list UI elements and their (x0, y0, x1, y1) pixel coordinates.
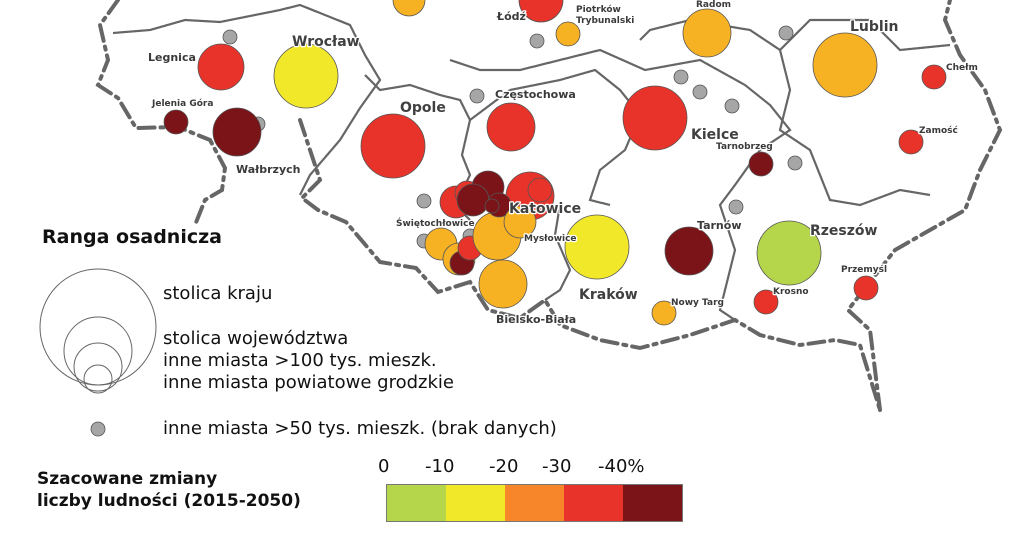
city-label-legnica: Legnica (148, 51, 196, 64)
city-circle (273, 43, 339, 109)
city-labels: Łódź Piotrków Trybunalski Radom Lublin C… (147, 0, 979, 327)
city-label-wroclaw: Wrocław (292, 34, 360, 50)
small-city-marker (724, 98, 740, 114)
color-scale-bar (386, 484, 683, 522)
small-city-marker (222, 29, 238, 45)
city-label-rzeszow: Rzeszów (810, 223, 878, 239)
city-circle (651, 300, 677, 326)
city-circle (518, 0, 564, 23)
city-circle (527, 177, 553, 203)
legend-item-county: inne miasta powiatowe grodzkie (163, 372, 454, 393)
small-city-marker (692, 84, 708, 100)
legend-circle-no-data (90, 421, 106, 437)
city-circle (163, 109, 189, 135)
city-label-nowy-targ: Nowy Targ (671, 298, 724, 308)
scale-tick-10: -10 (425, 456, 455, 477)
city-circle (484, 198, 500, 214)
city-label-przemysl: Przemyśl (841, 264, 887, 275)
city-circle (555, 21, 581, 47)
legend-item-voivodeship: stolica województwa (163, 328, 349, 349)
city-circle (921, 64, 947, 90)
small-city-marker (673, 69, 689, 85)
scale-tick-30: -30 (542, 456, 572, 477)
small-city-marker (778, 25, 794, 41)
small-city-marker (529, 33, 545, 49)
city-circle (478, 259, 528, 309)
city-label-lublin: Lublin (850, 19, 898, 35)
city-circle (360, 113, 426, 179)
city-circle (664, 226, 714, 276)
small-city-marker (416, 193, 432, 209)
city-label-swietochlowice: Świętochłowice (396, 217, 475, 229)
city-circle (682, 8, 732, 58)
city-circle (392, 0, 426, 17)
scale-swatch-40 (623, 485, 682, 521)
scale-swatch-10 (446, 485, 505, 521)
city-label-piotrkow-2: Trybunalski (576, 16, 634, 26)
legend-circle-voivodeship (63, 316, 133, 386)
city-circle (898, 129, 924, 155)
city-circle (197, 43, 245, 91)
city-label-krosno: Krosno (773, 287, 809, 297)
city-label-piotrkow: Piotrków (576, 4, 621, 15)
legend-circle-100k (73, 342, 123, 392)
city-circle (503, 205, 537, 239)
legend-item-capital: stolica kraju (163, 283, 273, 304)
city-label-lodz: Łódź (496, 10, 526, 23)
scale-tick-0: 0 (378, 456, 390, 477)
scale-swatch-30 (564, 485, 623, 521)
scale-title-line2: liczby ludności (2015-2050) (37, 491, 301, 511)
city-label-czestochowa: Częstochowa (495, 88, 576, 101)
city-label-tarnobrzeg: Tarnobrzeg (716, 142, 773, 152)
scale-swatch-20 (505, 485, 564, 521)
city-label-radom: Radom (696, 0, 731, 10)
legend-symbols (39, 268, 157, 437)
scale-tick-20: -20 (489, 456, 519, 477)
city-circle (486, 102, 536, 152)
city-label-opole: Opole (400, 100, 446, 116)
city-label-kielce: Kielce (691, 127, 739, 143)
city-circle (812, 32, 878, 98)
city-circle (753, 289, 779, 315)
city-circle (622, 85, 688, 151)
city-circle (853, 275, 879, 301)
city-label-myslowice: Mysłowice (524, 234, 577, 244)
city-label-walbrzych: Wałbrzych (236, 163, 300, 176)
scale-title-line1: Szacowane zmiany (37, 469, 218, 489)
legend-circle-capital (39, 268, 157, 386)
scale-title: Szacowane zmiany liczby ludności (2015-2… (37, 468, 301, 512)
small-city-marker (787, 155, 803, 171)
city-circle (756, 220, 822, 286)
city-circles (163, 0, 947, 326)
city-label-zamosc: Zamość (919, 125, 959, 136)
legend-title: Ranga osadnicza (42, 226, 222, 248)
scale-swatch-0 (387, 485, 446, 521)
small-city-marker (469, 88, 485, 104)
city-label-jelenia-gora: Jelenia Góra (151, 98, 213, 109)
small-city-marker (728, 199, 744, 215)
city-label-bielsko-biala: Bielsko-Biała (496, 313, 576, 326)
legend-item-100k: inne miasta >100 tys. mieszk. (163, 350, 437, 371)
city-circle (564, 214, 630, 280)
legend-item-no-data: inne miasta >50 tys. mieszk. (brak danyc… (163, 418, 557, 439)
legend-circle-county (83, 364, 113, 394)
city-label-katowice: Katowice (509, 201, 581, 217)
scale-tick-40: -40% (598, 456, 645, 477)
city-label-tarnow: Tarnów (697, 219, 741, 232)
city-circle (748, 151, 774, 177)
city-label-chelm: Chełm (946, 63, 978, 73)
city-circle (456, 183, 490, 217)
city-label-krakow: Kraków (579, 287, 638, 303)
state-border (95, 0, 1003, 412)
city-circle (212, 107, 262, 157)
